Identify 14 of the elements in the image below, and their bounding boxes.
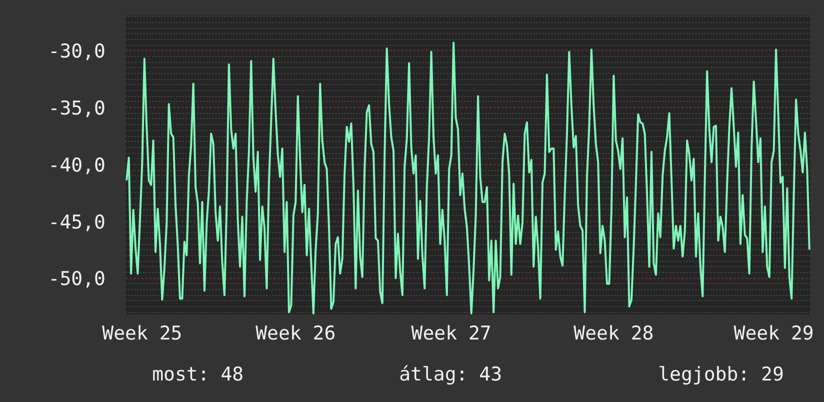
y-tick-label: -30,0 xyxy=(48,40,106,63)
x-tick-label: Week 29 xyxy=(734,322,814,344)
y-tick-label: -40,0 xyxy=(48,154,106,176)
x-tick-label: Week 28 xyxy=(574,322,654,344)
text: átlag: 43 xyxy=(399,364,502,386)
x-tick-label: Week 27 xyxy=(411,322,492,344)
text: legjobb: 29 xyxy=(658,364,784,386)
y-tick-label: -35,0 xyxy=(48,98,106,120)
x-tick-label: Week 25 xyxy=(102,322,182,344)
y-tick-label: -45,0 xyxy=(48,211,106,234)
line-series xyxy=(126,42,810,314)
y-tick-label: -50,0 xyxy=(48,268,106,290)
x-tick-label: Week 26 xyxy=(256,322,336,344)
text: most: 48 xyxy=(152,364,244,386)
